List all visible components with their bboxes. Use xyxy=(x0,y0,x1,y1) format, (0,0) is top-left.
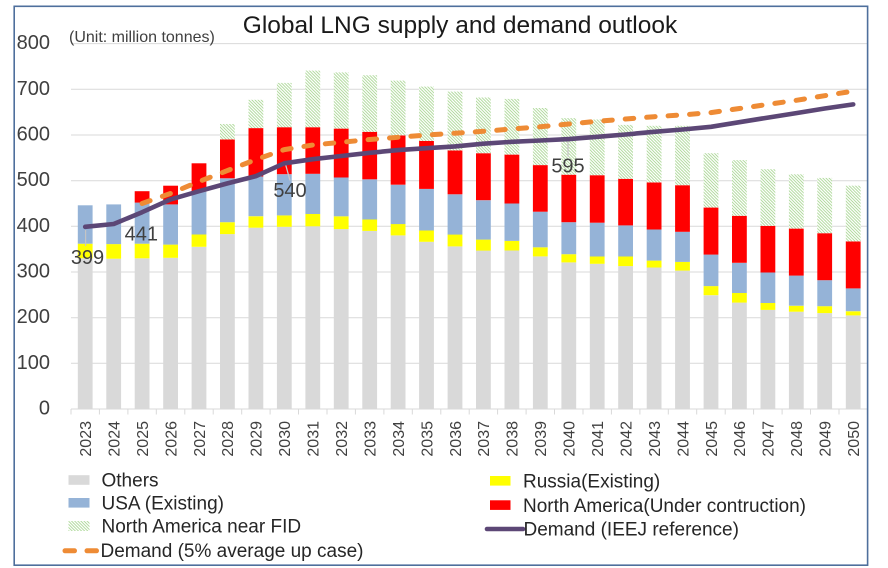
svg-text:100: 100 xyxy=(17,352,50,374)
svg-text:USA (Existing): USA (Existing) xyxy=(102,493,224,514)
svg-text:2043: 2043 xyxy=(647,421,664,457)
svg-text:2025: 2025 xyxy=(135,421,152,457)
svg-text:2035: 2035 xyxy=(419,421,436,457)
svg-text:2029: 2029 xyxy=(249,421,266,457)
svg-text:300: 300 xyxy=(17,261,50,283)
svg-text:2049: 2049 xyxy=(818,421,835,457)
svg-text:Russia(Existing): Russia(Existing) xyxy=(523,472,660,493)
svg-text:Global LNG supply and demand o: Global LNG supply and demand outlook xyxy=(243,12,678,39)
svg-text:2048: 2048 xyxy=(789,421,806,457)
svg-text:540: 540 xyxy=(273,180,306,202)
svg-text:2026: 2026 xyxy=(163,421,180,457)
svg-text:2044: 2044 xyxy=(675,421,692,457)
svg-text:2041: 2041 xyxy=(590,421,607,457)
svg-text:400: 400 xyxy=(17,215,50,237)
svg-text:0: 0 xyxy=(39,398,50,420)
svg-text:2034: 2034 xyxy=(391,421,408,457)
svg-text:Others: Others xyxy=(102,471,159,492)
svg-text:2037: 2037 xyxy=(476,421,493,457)
svg-text:2045: 2045 xyxy=(704,421,721,457)
svg-text:399: 399 xyxy=(71,247,104,269)
svg-text:441: 441 xyxy=(125,224,158,246)
svg-text:2036: 2036 xyxy=(448,421,465,457)
svg-text:2040: 2040 xyxy=(562,421,579,457)
svg-text:2023: 2023 xyxy=(78,421,95,457)
svg-text:800: 800 xyxy=(17,32,50,54)
svg-text:500: 500 xyxy=(17,169,50,191)
svg-text:2024: 2024 xyxy=(107,421,124,457)
svg-text:2050: 2050 xyxy=(846,421,863,457)
svg-text:North America near FID: North America near FID xyxy=(102,517,302,538)
svg-text:Demand (IEEJ reference): Demand (IEEJ reference) xyxy=(524,520,739,541)
svg-text:2033: 2033 xyxy=(363,421,380,457)
svg-text:600: 600 xyxy=(17,124,50,146)
svg-text:700: 700 xyxy=(17,78,50,100)
svg-text:(Unit: million tonnes): (Unit: million tonnes) xyxy=(69,29,215,46)
svg-text:2031: 2031 xyxy=(306,421,323,457)
svg-text:2039: 2039 xyxy=(533,421,550,457)
svg-text:2030: 2030 xyxy=(277,421,294,457)
svg-text:200: 200 xyxy=(17,306,50,328)
svg-text:2028: 2028 xyxy=(220,421,237,457)
svg-text:2042: 2042 xyxy=(618,421,635,457)
svg-text:2047: 2047 xyxy=(761,421,778,457)
svg-text:2046: 2046 xyxy=(732,421,749,457)
svg-text:2027: 2027 xyxy=(192,421,209,457)
svg-text:North America(Under contructio: North America(Under contruction) xyxy=(523,496,806,517)
svg-text:Demand (5% average up case): Demand (5% average up case) xyxy=(101,541,364,562)
svg-text:2038: 2038 xyxy=(505,421,522,457)
svg-text:595: 595 xyxy=(551,156,584,178)
svg-text:2032: 2032 xyxy=(334,421,351,457)
